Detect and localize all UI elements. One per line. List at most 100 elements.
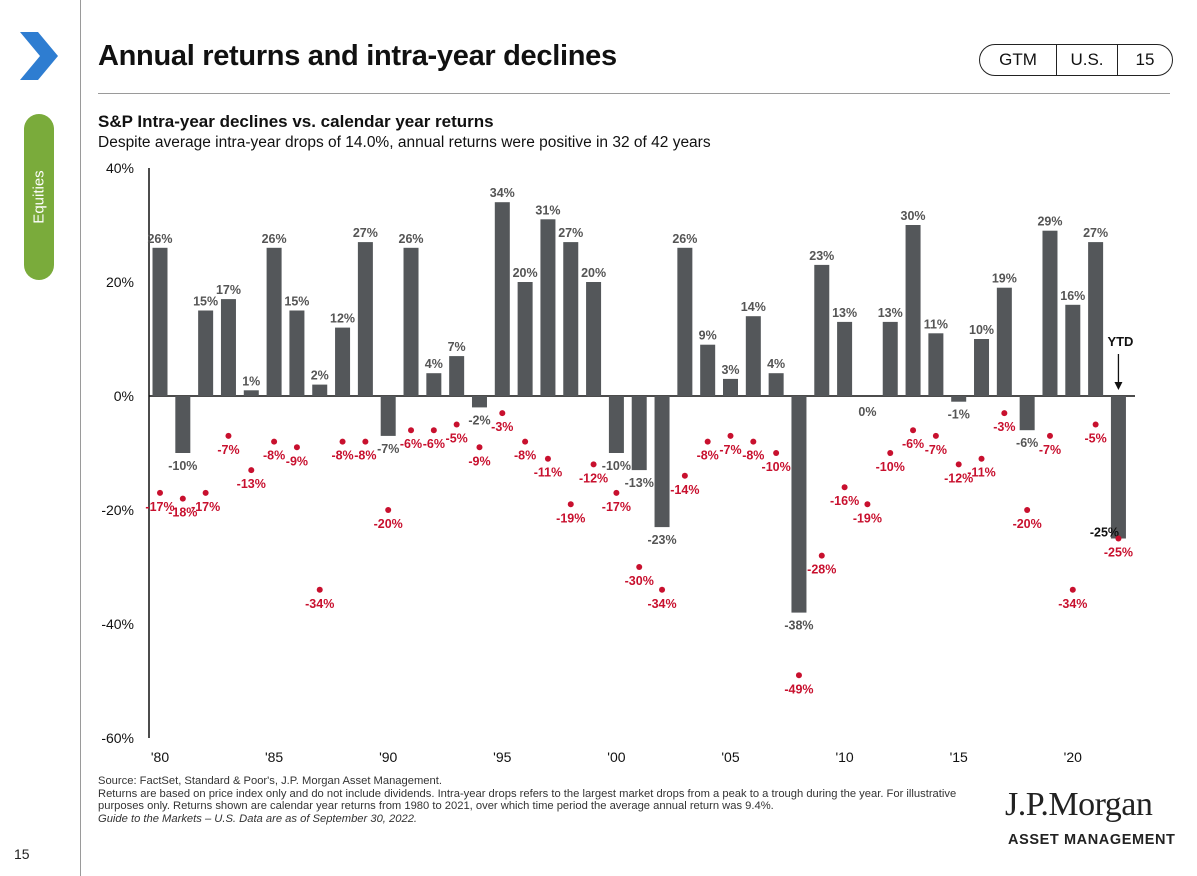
return-bar — [974, 339, 990, 396]
return-label: 20% — [513, 266, 538, 280]
decline-label: -5% — [1085, 432, 1107, 446]
decline-dot — [316, 586, 323, 593]
chart-title: S&P Intra-year declines vs. calendar yea… — [98, 112, 494, 131]
chart-subtitle: Despite average intra-year drops of 14.0… — [98, 134, 711, 151]
return-label: 0% — [858, 405, 876, 419]
return-bar — [882, 321, 898, 396]
return-label: 2% — [311, 369, 329, 383]
decline-label: -28% — [807, 563, 836, 577]
badge-page: 15 — [1135, 50, 1155, 69]
y-tick-label: -60% — [101, 730, 134, 746]
decline-label: -6% — [902, 437, 924, 451]
decline-dot — [1001, 410, 1008, 417]
decline-label: -8% — [742, 449, 764, 463]
x-tick-label: '10 — [835, 749, 853, 765]
return-label: -1% — [948, 408, 970, 422]
return-bar — [951, 396, 967, 402]
return-bar — [403, 247, 419, 396]
x-tick-label: '85 — [265, 749, 283, 765]
return-bar — [152, 247, 168, 396]
badge-region: U.S. — [1057, 45, 1118, 75]
decline-label: -7% — [1039, 443, 1061, 457]
return-label: 26% — [147, 232, 172, 246]
return-label: 12% — [330, 312, 355, 326]
ytd-label: YTD — [1107, 334, 1133, 349]
decline-label: -10% — [762, 460, 791, 474]
return-bar — [540, 219, 556, 396]
decline-dot — [567, 501, 574, 508]
decline-dot — [202, 489, 209, 496]
decline-dot — [932, 432, 939, 439]
return-bar — [449, 356, 465, 396]
decline-label: -8% — [331, 449, 353, 463]
return-bar — [1065, 304, 1081, 396]
decline-label: -9% — [468, 454, 490, 468]
return-label: 20% — [581, 266, 606, 280]
return-bar — [905, 225, 921, 396]
return-label: 9% — [699, 329, 717, 343]
return-label: 27% — [1083, 226, 1108, 240]
return-label: -25% — [1090, 526, 1119, 540]
return-label: 23% — [809, 249, 834, 263]
return-label: 19% — [992, 272, 1017, 286]
decline-label: -19% — [556, 511, 585, 525]
return-label: -10% — [602, 459, 631, 473]
return-bar — [312, 384, 328, 396]
return-label: 14% — [741, 300, 766, 314]
decline-dot — [613, 489, 620, 496]
decline-label: -17% — [191, 500, 220, 514]
decline-dot — [157, 489, 163, 496]
footnote-notes: Returns are based on price index only an… — [98, 787, 957, 813]
decline-dot — [681, 472, 688, 479]
decline-label: -3% — [491, 420, 513, 434]
return-bar — [1088, 242, 1104, 396]
return-label: 16% — [1060, 289, 1085, 303]
return-label: 4% — [767, 357, 785, 371]
return-label: 7% — [448, 340, 466, 354]
return-label: -38% — [784, 619, 813, 633]
decline-dot — [841, 484, 848, 491]
footnotes: Source: FactSet, Standard & Poor's, J.P.… — [98, 775, 978, 825]
return-label: 26% — [399, 232, 424, 246]
decline-dot — [864, 501, 871, 508]
decline-dot — [704, 438, 711, 445]
decline-label: -30% — [625, 574, 654, 588]
chevron-right-icon — [20, 32, 58, 80]
decline-dot — [978, 455, 985, 462]
return-label: 13% — [832, 306, 857, 320]
decline-label: -12% — [579, 471, 608, 485]
decline-dot — [453, 421, 460, 428]
decline-dot — [339, 438, 346, 445]
y-tick-label: -20% — [101, 502, 134, 518]
return-bar — [220, 299, 236, 396]
decline-label: -7% — [217, 443, 239, 457]
title-divider — [98, 93, 1170, 94]
return-bar — [586, 282, 602, 396]
decline-label: -17% — [145, 500, 174, 514]
section-tab[interactable]: Equities — [24, 114, 54, 280]
return-label: 4% — [425, 357, 443, 371]
decline-dot — [293, 444, 300, 451]
return-bar — [1110, 396, 1126, 539]
decline-label: -25% — [1104, 546, 1133, 560]
return-label: -13% — [625, 476, 654, 490]
decline-dot — [408, 427, 415, 434]
x-tick-label: '15 — [950, 749, 968, 765]
decline-label: -18% — [168, 506, 197, 520]
return-bar — [494, 202, 510, 396]
return-label: 34% — [490, 186, 515, 200]
return-label: -7% — [377, 442, 399, 456]
return-label: 3% — [721, 363, 739, 377]
return-label: 27% — [558, 226, 583, 240]
return-label: 30% — [901, 209, 926, 223]
return-label: 11% — [924, 317, 948, 331]
return-bar — [677, 247, 693, 396]
decline-dot — [1092, 421, 1099, 428]
decline-label: -20% — [1013, 517, 1042, 531]
decline-dot — [818, 552, 825, 559]
page-title: Annual returns and intra-year declines — [98, 40, 617, 72]
return-bar — [768, 373, 784, 396]
decline-dot — [499, 410, 506, 417]
decline-dot — [1046, 432, 1053, 439]
